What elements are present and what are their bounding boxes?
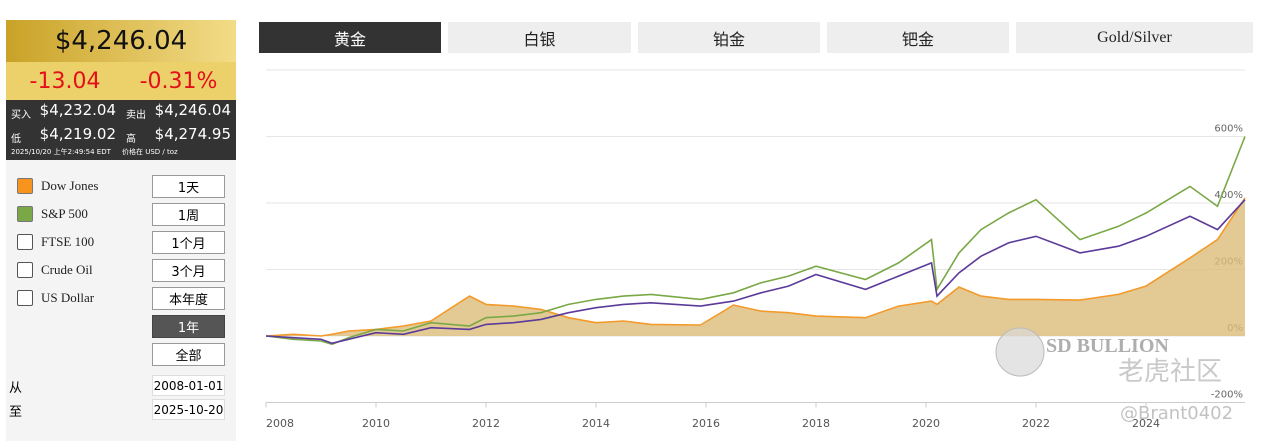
watermark-coin (995, 327, 1045, 377)
x-tick-label: 2020 (912, 417, 940, 430)
y-tick-label: 400% (1214, 190, 1243, 201)
x-tick-label: 2022 (1022, 417, 1050, 430)
legend-label[interactable]: Dow Jones (41, 178, 99, 193)
tab[interactable]: 黄金 (259, 22, 441, 53)
low: $4,219.02 (39, 125, 116, 143)
area (266, 198, 1245, 336)
x-tick-label: 2016 (692, 417, 720, 430)
range-button[interactable]: 1天 (152, 175, 225, 198)
price: $4,246.04 (6, 20, 236, 62)
tab[interactable]: 铂金 (638, 22, 820, 53)
x-tick-label: 2010 (362, 417, 390, 430)
tab[interactable]: 钯金 (827, 22, 1009, 53)
timestamp: 2025/10/20 上午2:49:54 EDT (11, 148, 111, 156)
change: -13.04 (29, 68, 101, 94)
from-date[interactable]: 2008-01-01 (152, 375, 225, 396)
y-tick-label: -200% (1211, 390, 1243, 401)
range-button[interactable]: 本年度 (152, 287, 225, 310)
change-box: -13.04 -0.31% (6, 62, 236, 100)
y-tick-label: 600% (1214, 124, 1243, 135)
line (265, 136, 1246, 346)
range-button[interactable]: 全部 (152, 343, 225, 366)
bid: $4,232.04 (39, 101, 116, 119)
watermark: 老虎社区 (1118, 357, 1222, 387)
compare-label[interactable]: US Dollar (41, 290, 95, 305)
compare-checkbox[interactable] (17, 290, 33, 306)
bid-label: 买入 (11, 110, 31, 121)
watermark: SD BULLION (1046, 335, 1169, 357)
line (265, 197, 1246, 337)
ask: $4,246.04 (154, 101, 231, 119)
compare-label[interactable]: Crude Oil (41, 262, 93, 277)
legend-checkbox[interactable] (17, 206, 33, 222)
high-label: 高 (126, 134, 136, 145)
quote-box: 买入 $4,232.04 卖出 $4,246.04 低 $4,219.02 高 … (6, 100, 236, 160)
x-tick-label: 2008 (266, 417, 294, 430)
line (265, 199, 1246, 345)
to-label: 至 (9, 405, 23, 420)
range-button[interactable]: 1个月 (152, 231, 225, 254)
high: $4,274.95 (154, 125, 231, 143)
legend-checkbox[interactable] (17, 178, 33, 194)
from-label: 从 (9, 381, 23, 396)
to-date[interactable]: 2025-10-20 (152, 399, 225, 420)
unit-note: 价格在 USD / toz (122, 148, 178, 156)
compare-label[interactable]: FTSE 100 (41, 234, 95, 249)
range-button[interactable]: 1年 (152, 315, 225, 338)
x-tick-label: 2014 (582, 417, 610, 430)
range-button[interactable]: 3个月 (152, 259, 225, 282)
x-tick-label: 2018 (802, 417, 830, 430)
ask-label: 卖出 (126, 110, 146, 121)
compare-checkbox[interactable] (17, 234, 33, 250)
x-tick-label: 2012 (472, 417, 500, 430)
x-tick-label: 2024 (1132, 417, 1160, 430)
watermark: @Brant0402 (1120, 403, 1233, 424)
legend-label[interactable]: S&P 500 (41, 206, 88, 221)
tab[interactable]: 白银 (448, 22, 631, 53)
range-button[interactable]: 1周 (152, 203, 225, 226)
change-pct: -0.31% (139, 68, 218, 94)
tab[interactable]: Gold/Silver (1016, 22, 1253, 53)
compare-checkbox[interactable] (17, 262, 33, 278)
low-label: 低 (11, 134, 21, 145)
